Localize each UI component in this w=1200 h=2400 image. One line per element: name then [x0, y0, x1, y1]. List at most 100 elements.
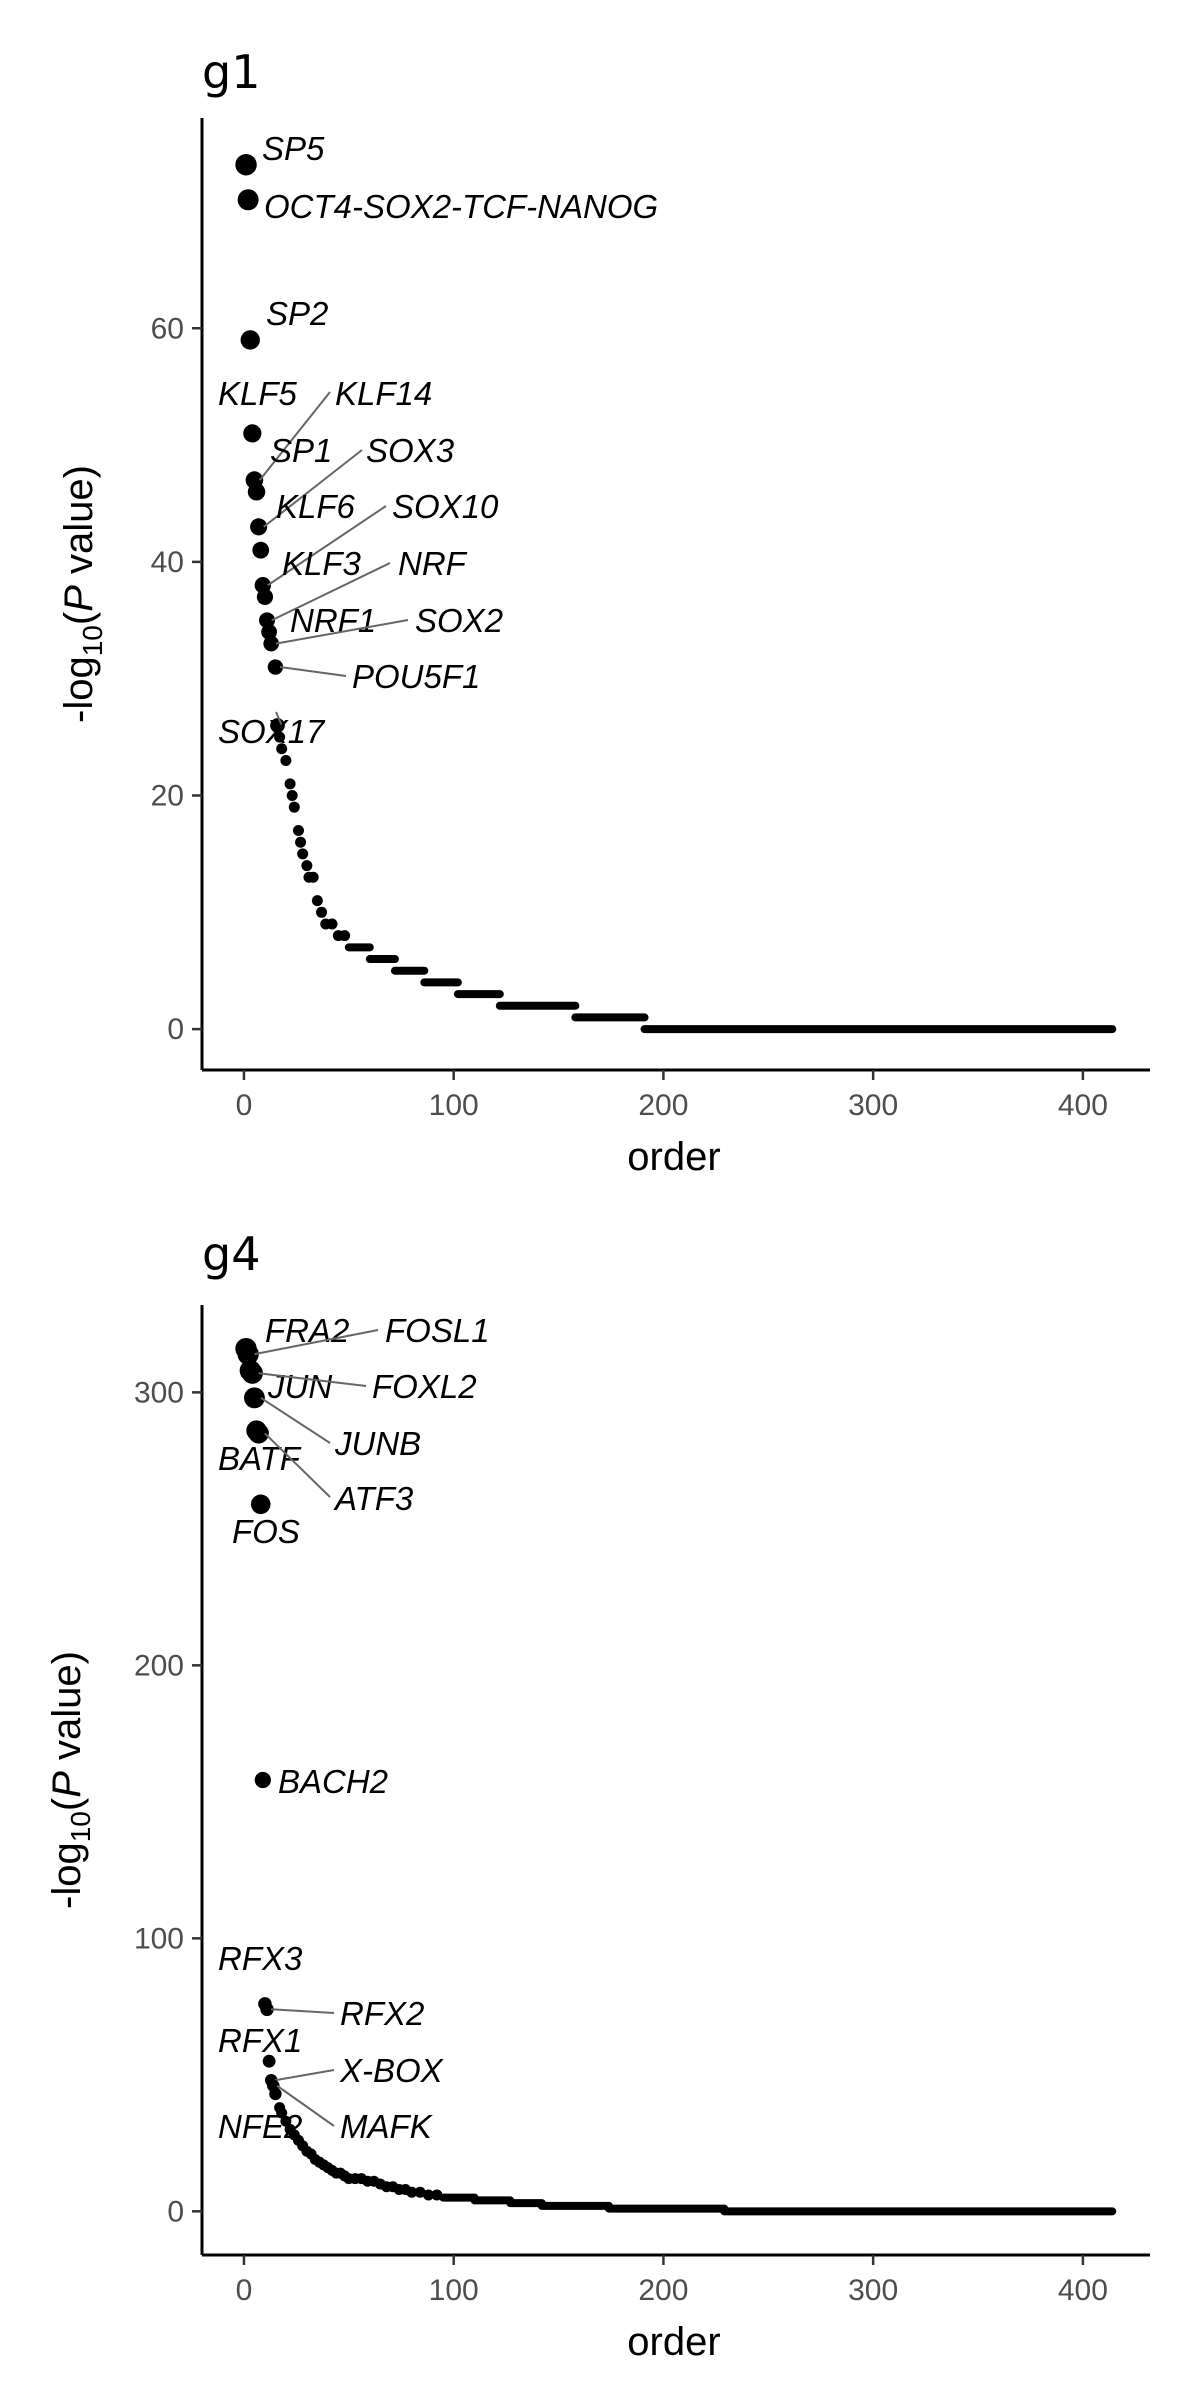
point-label: SP2: [266, 295, 328, 332]
data-point: [280, 2115, 292, 2127]
point-label: SOX3: [366, 432, 455, 469]
point-label: NRF: [398, 545, 468, 582]
x-axis-title: order: [627, 1135, 720, 1179]
point-label: SOX10: [392, 488, 499, 525]
data-point: [256, 588, 274, 606]
point-label: KLF3: [282, 545, 362, 582]
point-label: FOSL1: [385, 1312, 490, 1349]
data-point: [250, 1494, 271, 1515]
data-point: [414, 2186, 426, 2198]
leader-line: [275, 711, 283, 726]
point-label: RFX2: [340, 1995, 424, 2032]
point-label: SOX17: [218, 713, 326, 750]
data-point: [423, 2189, 435, 2201]
data-point: [252, 541, 270, 559]
data-point: [237, 189, 259, 211]
data-point: [431, 2189, 443, 2201]
point-label: KLF14: [335, 375, 432, 412]
data-point: [243, 424, 262, 443]
data-point: [295, 836, 307, 848]
point-label: SP5: [262, 130, 325, 167]
data-point: [274, 731, 286, 743]
x-tick-label: 400: [1058, 2274, 1108, 2307]
point-label: POU5F1: [352, 658, 480, 695]
data-point: [269, 2087, 282, 2101]
data-point: [292, 825, 304, 837]
data-point: [276, 2107, 288, 2119]
leader-line: [279, 666, 347, 677]
y-axis-title: -log10(P value): [57, 465, 108, 723]
y-tick-label: 40: [151, 546, 184, 579]
data-point: [243, 1387, 265, 1409]
y-tick-label: 0: [167, 2195, 184, 2228]
data-point: [250, 518, 268, 536]
y-tick-label: 60: [151, 312, 184, 345]
point-label: OCT4-SOX2-TCF-NANOG: [264, 188, 658, 225]
data-point: [240, 330, 260, 350]
leader-line: [275, 619, 409, 645]
x-tick-label: 300: [848, 2274, 898, 2307]
y-tick-label: 0: [167, 1013, 184, 1046]
data-point: [263, 635, 280, 652]
data-point: [262, 2054, 276, 2068]
y-tick-label: 200: [134, 1649, 184, 1682]
point-label: SP1: [270, 432, 332, 469]
leader-line: [267, 505, 387, 587]
data-point: [260, 2002, 274, 2017]
x-tick-label: 200: [638, 1089, 688, 1122]
data-point: [339, 930, 351, 942]
point-label: KLF5: [218, 375, 298, 412]
x-axis-title: order: [627, 2320, 720, 2364]
x-tick-label: 400: [1058, 1089, 1108, 1122]
point-label: FOXL2: [372, 1368, 477, 1405]
leader-line: [260, 1396, 331, 1444]
x-tick-label: 0: [236, 2274, 253, 2307]
data-point: [235, 154, 257, 176]
data-point: [259, 612, 275, 629]
y-tick-label: 100: [134, 1922, 184, 1955]
data-point: [316, 906, 328, 918]
panel-title: g1: [202, 45, 260, 99]
point-label: FOS: [232, 1513, 300, 1550]
y-axis-title: -log10(P value): [45, 1651, 96, 1909]
data-point: [280, 754, 292, 766]
data-point: [248, 1423, 269, 1444]
data-point: [241, 1362, 263, 1384]
data-point: [326, 918, 338, 930]
x-tick-label: 300: [848, 1089, 898, 1122]
leader-line: [271, 562, 391, 622]
data-point: [254, 1771, 271, 1789]
leader-line: [270, 2008, 335, 2014]
data-point: [276, 743, 288, 755]
leader-line: [276, 2084, 335, 2127]
point-label: JUNB: [334, 1425, 421, 1462]
data-point: [247, 483, 266, 501]
data-point: [301, 860, 313, 872]
data-point: [297, 848, 309, 860]
leader-line: [263, 449, 363, 528]
x-tick-label: 100: [429, 2274, 479, 2307]
point-label: NFE2: [218, 2108, 302, 2145]
point-label: RFX3: [218, 1940, 303, 1977]
point-label: MAFK: [340, 2108, 434, 2145]
leader-line: [258, 391, 331, 481]
point-label: X-BOX: [339, 2052, 445, 2089]
point-label: JUN: [267, 1368, 332, 1405]
data-point: [307, 871, 319, 883]
point-label: BATF: [218, 1440, 302, 1477]
y-tick-label: 300: [134, 1376, 184, 1409]
x-tick-label: 100: [429, 1089, 479, 1122]
point-label: SOX2: [415, 602, 503, 639]
x-tick-label: 200: [638, 2274, 688, 2307]
data-point: [284, 778, 296, 790]
point-label: ATF3: [333, 1480, 414, 1517]
data-point: [406, 2186, 418, 2198]
leader-line: [254, 1329, 379, 1356]
y-tick-label: 20: [151, 779, 184, 812]
point-label: RFX1: [218, 2022, 302, 2059]
point-label: BACH2: [278, 1763, 388, 1800]
leader-line: [264, 1432, 331, 1498]
leader-line: [258, 1372, 367, 1387]
